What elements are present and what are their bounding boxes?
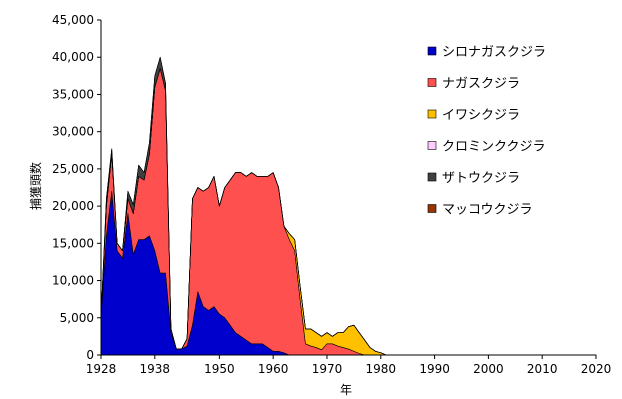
legend-label: ナガスクジラ (442, 77, 520, 92)
legend-swatch (427, 109, 437, 119)
legend-swatch (427, 46, 437, 56)
x-axis-title: 年 (340, 383, 352, 397)
x-tick-label: 1980 (366, 362, 397, 376)
x-tick-label: 2020 (581, 362, 612, 376)
y-tick-label: 35,000 (52, 87, 94, 101)
x-tick-label: 1950 (204, 362, 235, 376)
y-tick-label: 10,000 (52, 274, 94, 288)
legend-label: クロミンククジラ (442, 140, 545, 155)
y-tick-label: 20,000 (52, 199, 94, 213)
y-tick-label: 30,000 (52, 125, 94, 139)
x-tick-label: 1970 (312, 362, 343, 376)
legend-label: マッコウクジラ (442, 203, 532, 218)
y-tick-label: 15,000 (52, 236, 94, 250)
x-tick-label: 1938 (140, 362, 171, 376)
y-tick-label: 0 (86, 348, 94, 362)
legend-swatch (427, 204, 437, 213)
x-tick-label: 2010 (527, 362, 558, 376)
legend-label: イワシクジラ (442, 108, 520, 123)
legend-swatch (427, 141, 437, 150)
x-tick-label: 1928 (86, 362, 117, 376)
legend-swatch (427, 78, 437, 87)
y-tick-label: 25,000 (52, 162, 94, 176)
legend-swatch (427, 172, 437, 182)
y-tick-label: 5,000 (60, 311, 94, 325)
x-tick-label: 1960 (258, 362, 289, 376)
x-tick-label: 1990 (419, 362, 450, 376)
y-tick-label: 40,000 (52, 50, 94, 64)
y-axis-title: 捕獲頭数 (28, 162, 43, 210)
y-tick-label: 45,000 (52, 13, 94, 27)
legend-label: シロナガスクジラ (442, 45, 546, 60)
axes: 0 5,000 10,000 15,000 20,000 25,000 30,000 35,0… (52, 13, 611, 376)
x-tick-label: 2000 (473, 362, 504, 376)
legend: シロナガスクジラナガスクジライワシクジラクロミンククジラザトウクジラマッコウクジ… (427, 45, 546, 218)
legend-label: ザトウクジラ (442, 171, 520, 186)
